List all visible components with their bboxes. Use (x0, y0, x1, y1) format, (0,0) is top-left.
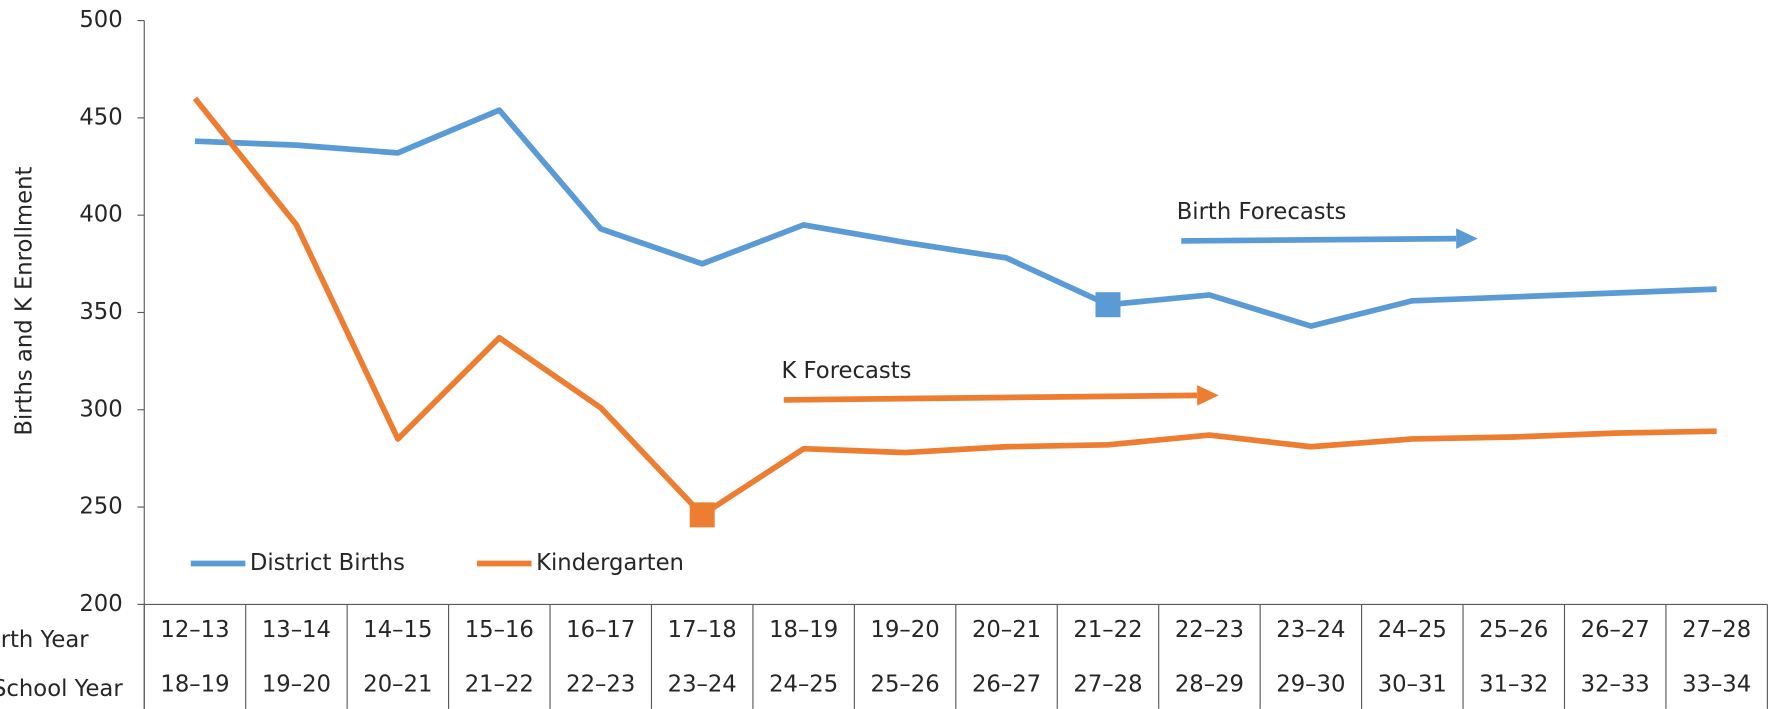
y-tick-label: 350 (79, 299, 122, 325)
y-tick-label: 250 (79, 494, 122, 520)
x-tick-label: 14–15 (363, 617, 432, 643)
x-tick-label: 26–27 (972, 672, 1041, 698)
y-tick-label: 450 (79, 104, 122, 130)
x-tick-label: 20–21 (363, 672, 432, 698)
forecast-arrow (783, 392, 1198, 403)
x-tick-label: 25–26 (871, 672, 940, 698)
legend-label: District Births (250, 550, 405, 576)
x-tick-label: 22–23 (566, 672, 635, 698)
y-tick-label: 400 (79, 202, 122, 228)
x-tick-label: 27–28 (1682, 617, 1751, 643)
x-tick-label: 19–20 (262, 672, 331, 698)
x-tick-label: 24–25 (1378, 617, 1447, 643)
y-tick-label: 300 (79, 396, 122, 422)
x-tick-label: 12–13 (160, 617, 229, 643)
arrow-head (1456, 228, 1478, 249)
x-tick-label: 15–16 (465, 617, 534, 643)
arrow-head (1197, 385, 1219, 406)
x-tick-label: 17–18 (668, 617, 737, 643)
series-line (192, 96, 1717, 518)
forecast-arrow (1181, 235, 1457, 244)
row-label: Birth Year (0, 627, 89, 653)
x-tick-label: 21–22 (1073, 617, 1142, 643)
annotation: K Forecasts (781, 358, 911, 384)
point-marker (1095, 292, 1121, 318)
x-tick-label: 18–19 (769, 617, 838, 643)
x-tick-label: 26–27 (1581, 617, 1650, 643)
x-tick-label: 22–23 (1175, 617, 1244, 643)
series-line (194, 107, 1717, 329)
row-label: School Year (0, 676, 123, 702)
legend-label: Kindergarten (536, 550, 684, 576)
x-tick-label: 27–28 (1073, 672, 1142, 698)
x-tick-label: 25–26 (1479, 617, 1548, 643)
x-tick-label: 23–24 (1276, 617, 1345, 643)
y-tick-label: 200 (79, 591, 122, 617)
point-marker (689, 502, 715, 528)
x-tick-label: 23–24 (668, 672, 737, 698)
x-tick-label: 33–34 (1682, 672, 1751, 698)
x-tick-label: 29–30 (1276, 672, 1345, 698)
x-tick-label: 20–21 (972, 617, 1041, 643)
x-tick-label: 24–25 (769, 672, 838, 698)
x-tick-label: 13–14 (262, 617, 331, 643)
x-tick-label: 30–31 (1378, 672, 1447, 698)
x-tick-label: 19–20 (871, 617, 940, 643)
y-axis-label: Births and K Enrollment (11, 167, 37, 436)
x-tick-label: 21–22 (465, 672, 534, 698)
x-tick-label: 28–29 (1175, 672, 1244, 698)
annotation: Birth Forecasts (1177, 199, 1347, 225)
x-tick-label: 32–33 (1581, 672, 1650, 698)
x-tick-label: 16–17 (566, 617, 635, 643)
y-tick-label: 500 (79, 7, 122, 33)
x-tick-label: 18–19 (160, 672, 229, 698)
x-tick-label: 31–32 (1479, 672, 1548, 698)
